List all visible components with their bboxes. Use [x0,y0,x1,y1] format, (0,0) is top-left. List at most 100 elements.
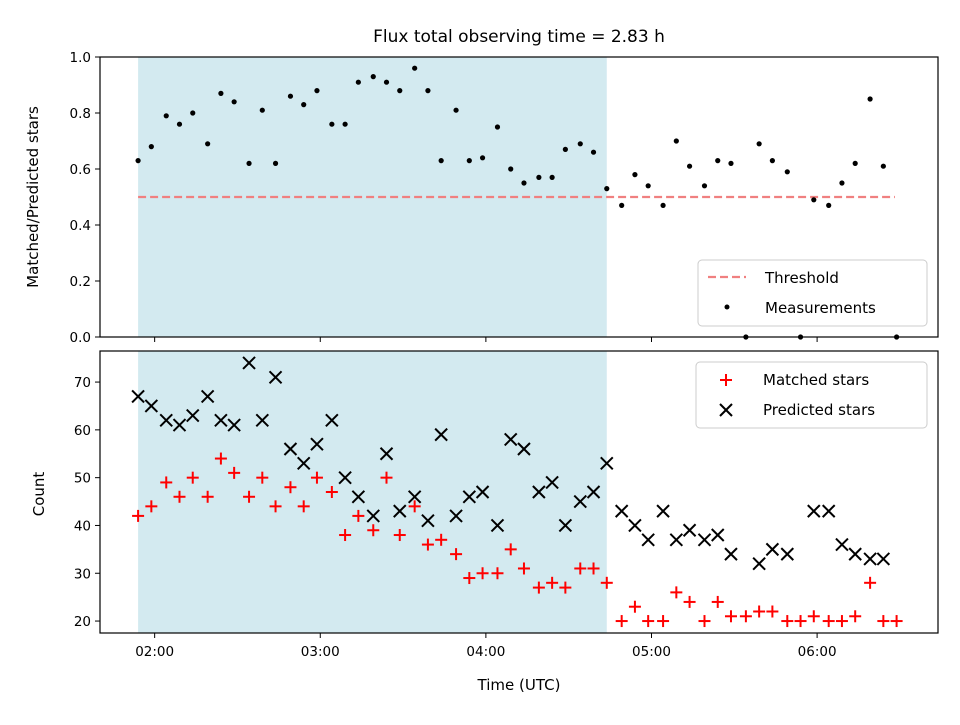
matched-stars-point [657,615,670,628]
predicted-stroke-b [586,485,601,499]
matched-stars-point [683,595,696,608]
predicted-stars-point [434,427,448,442]
predicted-stroke-b [641,533,655,547]
predicted-stroke-b [131,389,145,404]
legend-predicted-label: Predicted stars [763,401,875,419]
measurement-point [301,102,307,108]
predicted-stroke-b [475,485,490,499]
bottom-ytick-label-5: 70 [74,375,91,391]
measurement-point [205,141,211,147]
predicted-stars-point [366,509,380,523]
measurement-point [246,160,252,166]
predicted-stars-point [545,475,559,490]
predicted-stroke-b [366,509,380,523]
measurement-point [148,144,154,150]
measurement-point [370,74,376,80]
predicted-stroke-b [573,494,587,509]
matched-stars-point [587,562,600,575]
matched-stars-point [367,524,380,537]
matched-stars-point [766,605,779,618]
predicted-stroke-b [656,504,670,518]
top-axes-frame [99,56,939,338]
matched-stars-point [269,500,282,513]
predicted-stars-point [131,389,145,404]
measurement-point [438,158,444,164]
matched-stars-point [450,548,463,561]
measurement-point [453,107,459,113]
predicted-stars-point [407,490,422,504]
predicted-stars-point [214,413,228,428]
matched-stars-point [380,471,393,484]
measurement-point [536,174,542,180]
predicted-stars-point [144,399,159,413]
predicted-stroke-b [711,528,725,542]
matched-stars-point [310,471,323,484]
predicted-stars-point [504,432,518,447]
predicted-stroke-b [532,485,546,499]
predicted-stars-point [227,418,241,432]
predicted-stars-point [628,518,642,533]
predicted-stroke-b [807,504,821,518]
matched-stars-point [325,486,338,498]
predicted-stars-point [159,413,173,428]
matched-stars-point [214,452,227,465]
matched-stars-point [600,576,613,589]
predicted-stroke-b [848,547,862,561]
predicted-stars-point [283,442,298,456]
bottom-observing-span [138,351,607,633]
legend-measurements-marker [724,304,730,310]
matched-stars-point [670,586,683,599]
bottom-data-marks [131,356,903,628]
top-legend: Threshold Measurements [697,259,928,327]
predicted-stroke-b [296,456,311,471]
measurement-point [355,79,361,85]
matched-stars-point [504,543,517,556]
predicted-stars-point [393,504,407,518]
predicted-stars-point [835,537,849,552]
matched-stars-point [393,529,406,542]
x-axis-label: Time (UTC) [477,676,561,694]
predicted-stroke-b [268,370,283,384]
bottom-ytick-label-1: 30 [74,566,91,582]
measurement-point [397,88,403,94]
matched-stars-point [243,490,256,503]
predicted-stroke-b [338,470,352,485]
predicted-stroke-b [863,552,877,566]
matched-stars-point [132,509,145,522]
predicted-stroke-b [682,523,697,537]
top-ytick-label-2: 0.4 [70,218,91,234]
predicted-stroke-b [449,509,463,523]
matched-stars-point [435,533,448,546]
measurement-point [632,172,638,178]
predicted-stars-point [780,547,794,561]
predicted-stars-point [379,447,394,461]
bottom-xtick-label-2: 04:00 [466,644,505,660]
matched-stars-point [849,610,862,623]
measurement-point [425,88,431,94]
measurement-point [231,99,237,105]
measurement-point [218,90,224,96]
measurement-point [190,110,196,116]
predicted-stroke-b [780,547,794,561]
predicted-stroke-b [628,518,642,533]
predicted-stars-point [421,513,435,528]
bottom-y-axis-label: Count [30,472,48,517]
predicted-stroke-b [434,427,448,442]
matched-stars-point [339,529,352,542]
predicted-stars-point [325,413,339,428]
matched-stars-point [228,466,241,479]
predicted-stroke-b [669,533,684,547]
predicted-stroke-b [517,442,531,456]
predicted-stroke-b [614,504,629,518]
predicted-stars-point [517,442,531,456]
bottom-legend-box [695,361,928,429]
predicted-stars-point [765,542,780,557]
predicted-stars-point [848,547,862,561]
predicted-stars-point [711,528,725,542]
measurement-point [329,121,335,127]
predicted-stroke-b [752,556,766,571]
matched-stars-point [864,576,877,589]
measurement-point [259,107,265,113]
measurement-point [826,202,832,208]
